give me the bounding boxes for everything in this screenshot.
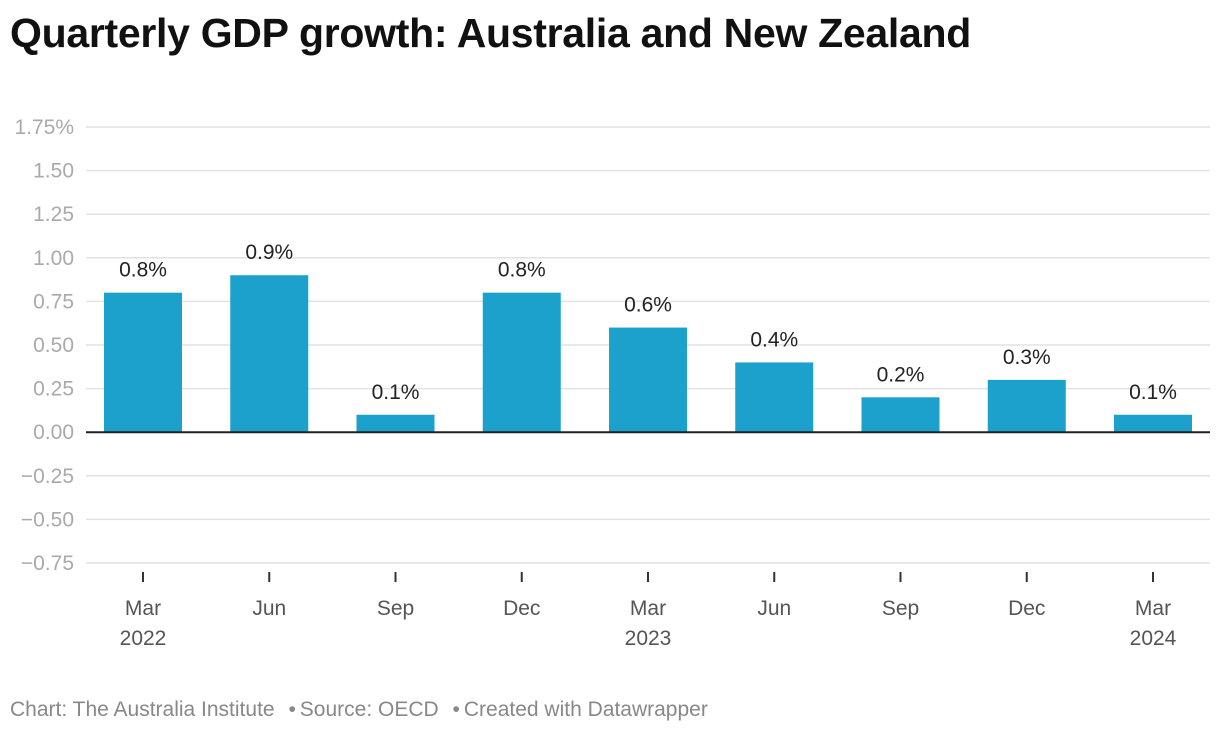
footer-separator: •	[452, 698, 460, 721]
bar	[735, 362, 814, 433]
bar	[609, 327, 687, 433]
bar	[104, 292, 182, 433]
bar-value-label: 0.1%	[1129, 381, 1177, 404]
bar-value-label: 0.1%	[372, 381, 420, 404]
x-tick-label: Mar	[125, 597, 161, 620]
y-tick-label: 0.25	[33, 378, 74, 401]
x-tick-label: Dec	[503, 597, 540, 620]
y-tick-label: 0.75	[33, 290, 74, 313]
bar-value-label: 0.3%	[1003, 346, 1051, 369]
x-tick-label: Dec	[1008, 597, 1045, 620]
y-axis-tick-labels: 1.75% 1.50 1.25 1.00 0.75 0.50 0.25 0.00 −0.25 −0…	[14, 116, 74, 575]
bar-value-labels: 0.8% 0.9% 0.1% 0.8% 0.6% 0.4% 0.2% 0.3% 0.1%	[119, 241, 1177, 404]
bar	[1114, 414, 1192, 433]
bar	[482, 292, 561, 433]
bar-value-label: 0.6%	[624, 294, 672, 317]
bar-value-label: 0.8%	[498, 259, 546, 282]
x-tick-label: Sep	[377, 597, 414, 620]
x-tick-year-label: 2023	[625, 627, 672, 650]
x-tick-label: Jun	[757, 597, 791, 620]
y-tick-label: −0.75	[21, 552, 74, 575]
chart-credit: Chart: The Australia Institute	[10, 698, 275, 721]
bar	[987, 379, 1066, 433]
y-tick-label: 1.00	[33, 247, 74, 270]
y-tick-label: 0.50	[33, 334, 74, 357]
x-tick-label: Mar	[630, 597, 666, 620]
created-with-text: Created with Datawrapper	[463, 698, 708, 721]
chart-footer: Chart: The Australia Institute • Source: …	[10, 698, 708, 722]
bar	[861, 397, 940, 433]
bar-value-label: 0.2%	[877, 363, 925, 386]
x-tick-year-label: 2022	[120, 627, 167, 650]
bars	[104, 275, 1192, 433]
y-tick-label: −0.25	[21, 465, 74, 488]
bar-value-label: 0.4%	[750, 328, 798, 351]
y-tick-label: −0.50	[21, 508, 74, 531]
footer-separator: •	[288, 698, 296, 721]
x-axis-ticks: Mar 2022 Jun Sep Dec Mar 2023 Jun Sep Dec Mar 2024	[120, 572, 1177, 650]
bar	[356, 414, 435, 433]
y-tick-label: 1.25	[33, 203, 74, 226]
y-tick-label: 1.50	[33, 160, 74, 183]
y-tick-label: 0.00	[33, 421, 74, 444]
x-tick-year-label: 2024	[1130, 627, 1177, 650]
source-text: Source: OECD	[299, 698, 439, 721]
chart-title: Quarterly GDP growth: Australia and New …	[10, 10, 971, 56]
x-tick-label: Jun	[252, 597, 286, 620]
x-tick-label: Mar	[1135, 597, 1171, 620]
bar-value-label: 0.8%	[119, 259, 167, 282]
y-tick-label: 1.75%	[14, 116, 74, 139]
bar-value-label: 0.9%	[245, 241, 293, 264]
x-tick-label: Sep	[882, 597, 919, 620]
bar	[230, 275, 309, 433]
